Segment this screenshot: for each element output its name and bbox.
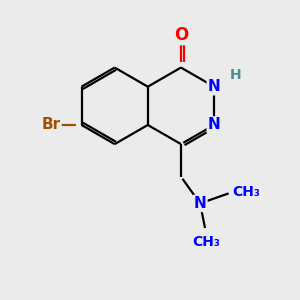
Text: CH₃: CH₃ xyxy=(232,185,260,199)
Text: O: O xyxy=(174,26,188,44)
Text: H: H xyxy=(230,68,241,82)
Text: CH₃: CH₃ xyxy=(192,236,220,250)
Text: N: N xyxy=(194,196,206,211)
Text: N: N xyxy=(208,79,220,94)
Text: N: N xyxy=(208,118,220,133)
Text: Br: Br xyxy=(41,118,61,133)
